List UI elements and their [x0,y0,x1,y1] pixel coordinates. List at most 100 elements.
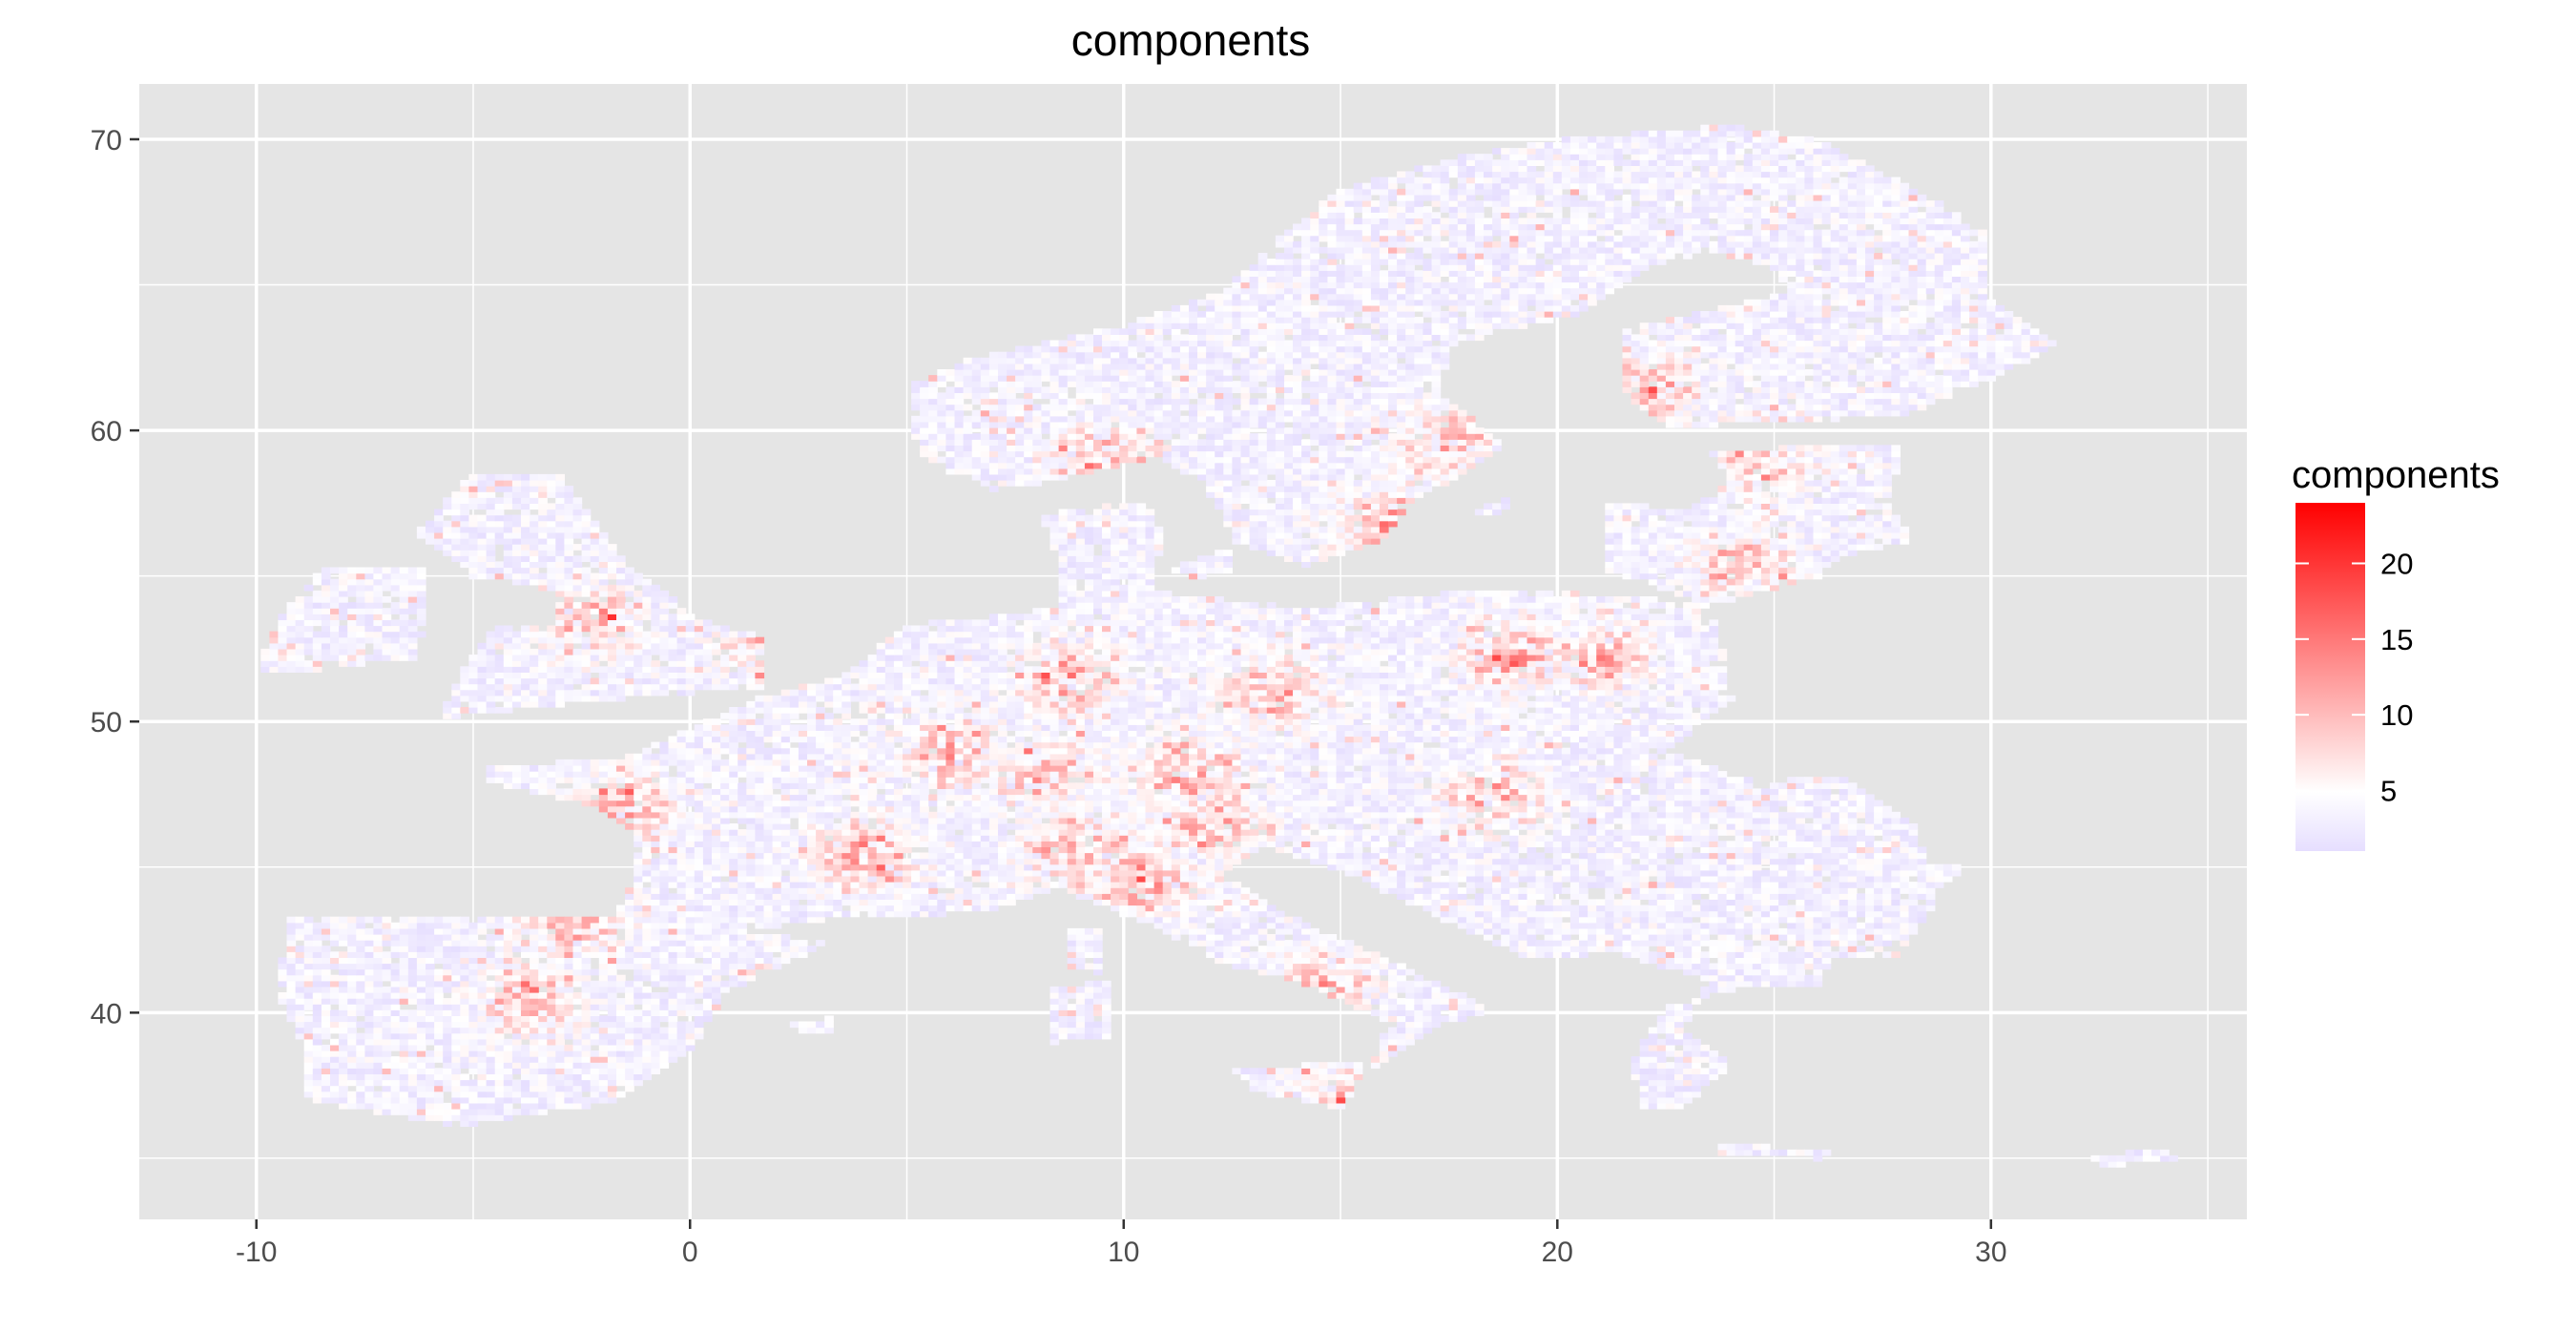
heatmap-cell [625,823,634,830]
heatmap-cell [1327,1068,1338,1074]
heatmap-cell [347,1015,357,1023]
heatmap-cell [303,963,314,970]
heatmap-cell [1735,946,1745,952]
heatmap-cell [1760,951,1771,958]
heatmap-cell [651,963,660,970]
heatmap-cell [1215,899,1224,906]
heatmap-cell [1189,899,1198,906]
heatmap-cell [468,1068,479,1074]
heatmap-cell [581,934,592,941]
heatmap-cell [1552,846,1563,854]
heatmap-cell [390,1079,401,1087]
heatmap-cell [1544,882,1554,888]
heatmap-cell [954,846,965,854]
heatmap-cell [1171,887,1181,894]
heatmap-cell [1249,916,1259,924]
heatmap-cell [303,916,314,924]
heatmap-cell [1431,882,1442,888]
heatmap-cell [607,1044,617,1051]
heatmap-cell [1206,916,1215,924]
heatmap-cell [1588,817,1597,824]
heatmap-cell [1344,829,1355,836]
heatmap-cell [530,980,539,988]
heatmap-cell [876,887,886,894]
heatmap-cell [555,1096,565,1104]
heatmap-cell [651,951,660,958]
heatmap-cell [1613,887,1624,894]
heatmap-cell [1760,835,1771,842]
heatmap-cell [954,869,965,877]
heatmap-cell [1709,835,1719,842]
heatmap-cell [356,957,365,965]
heatmap-cell [816,835,825,842]
heatmap-cell [477,927,488,935]
heatmap-cell [364,998,375,1005]
heatmap-cell [1839,916,1849,924]
heatmap-cell [676,974,687,982]
heatmap-cell [1874,858,1883,865]
heatmap-cell [1674,1079,1684,1087]
heatmap-cell [659,887,670,894]
heatmap-cell [1856,910,1866,918]
heatmap-cell [625,1085,634,1092]
heatmap-cell [1639,1050,1650,1057]
heatmap-cell [1440,863,1450,871]
heatmap-cell [1518,887,1528,894]
heatmap-cell [1232,811,1242,819]
heatmap-cell [303,1027,314,1034]
heatmap-cell [1692,934,1701,941]
heatmap-cell [971,817,982,824]
heatmap-cell [1405,841,1415,847]
heatmap-cell [642,1004,652,1010]
heatmap-cell [434,980,444,988]
heatmap-cell [1683,1091,1693,1098]
heatmap-cell [460,940,469,946]
heatmap-cell [1015,846,1025,854]
heatmap-cell [1648,1091,1658,1098]
heatmap-cell [607,916,617,924]
heatmap-cell [1492,841,1502,847]
heatmap-cell [1370,829,1381,836]
heatmap-cell [1465,910,1476,918]
heatmap-cell [1613,916,1624,924]
heatmap-cell [1900,905,1910,912]
heatmap-cell [607,1085,617,1092]
heatmap-cell [1527,899,1537,906]
heatmap-cell [1813,910,1823,918]
heatmap-cell [1189,905,1198,912]
heatmap-cell [1891,927,1901,935]
heatmap-cell [321,1091,331,1098]
heatmap-cell [503,992,513,999]
heatmap-cell [312,998,322,1005]
heatmap-cell [390,1073,401,1081]
heatmap-cell [443,946,452,952]
heatmap-cell [503,1056,513,1063]
heatmap-cell [1397,998,1406,1005]
heatmap-cell [1917,882,1927,888]
heatmap-cell [642,817,652,824]
heatmap-cell [443,1009,452,1016]
heatmap-cell [1579,823,1589,830]
heatmap-cell [373,1056,384,1063]
heatmap-cell [399,986,409,993]
heatmap-cell [339,1044,348,1051]
heatmap-cell [1075,998,1086,1005]
heatmap-cell [503,946,513,952]
heatmap-cell [712,817,721,824]
heatmap-cell [720,882,730,888]
heatmap-cell [2142,1149,2152,1156]
heatmap-cell [1397,1009,1406,1016]
heatmap-cell [1665,1062,1675,1069]
heatmap-cell [364,1102,375,1110]
heatmap-cell [980,869,990,877]
heatmap-cell [1153,922,1164,929]
heatmap-cell [1770,980,1779,988]
heatmap-cell [625,887,634,894]
heatmap-cell [702,875,713,883]
heatmap-cell [1232,846,1242,854]
heatmap-cell [1700,1068,1710,1074]
heatmap-cell [443,998,452,1005]
heatmap-cell [1778,882,1788,888]
heatmap-cell [1656,940,1667,946]
heatmap-cell [1223,946,1233,952]
